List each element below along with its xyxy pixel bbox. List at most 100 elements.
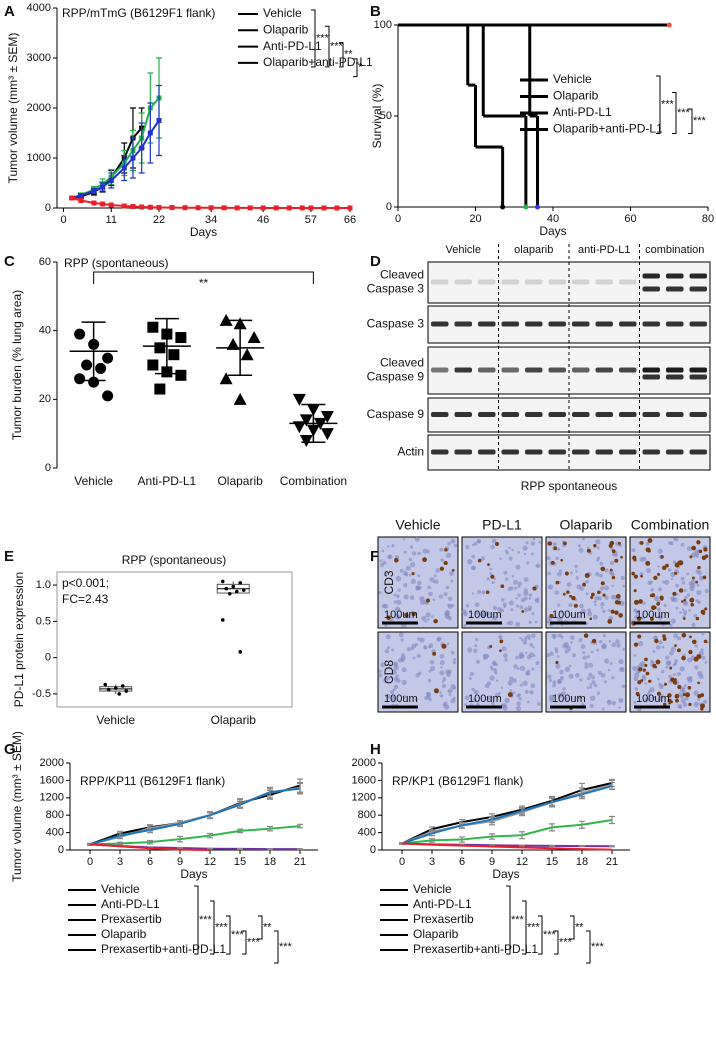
blot-band xyxy=(454,321,472,327)
point xyxy=(238,581,243,585)
nucleus xyxy=(508,556,513,561)
nucleus xyxy=(433,581,436,584)
nucleus xyxy=(568,664,572,668)
nucleus xyxy=(674,658,678,663)
nucleus xyxy=(689,585,695,592)
stained-cell xyxy=(634,599,640,605)
blot-band xyxy=(666,273,684,279)
stained-cell xyxy=(648,539,651,543)
stained-cell xyxy=(614,600,619,605)
nucleus xyxy=(428,697,432,702)
nucleus xyxy=(528,597,532,600)
nucleus xyxy=(393,684,399,690)
blot-band xyxy=(642,374,660,380)
scale-label: 100um xyxy=(468,693,502,705)
nucleus xyxy=(595,572,600,577)
stained-cell xyxy=(591,638,597,644)
stained-cell xyxy=(674,571,678,575)
stained-cell xyxy=(704,607,708,611)
nucleus xyxy=(431,615,434,618)
nucleus xyxy=(615,639,620,644)
stained-cell xyxy=(700,609,706,615)
nucleus xyxy=(530,541,536,546)
nucleus xyxy=(378,673,383,678)
nucleus xyxy=(517,551,521,554)
x-tick-label: Vehicle xyxy=(74,474,113,488)
nucleus xyxy=(658,640,663,645)
nucleus xyxy=(684,684,687,687)
x-tick-label: Combination xyxy=(280,474,347,488)
ihc-column-label: Vehicle xyxy=(395,517,440,533)
nucleus xyxy=(400,638,404,642)
x-tick-label: 46 xyxy=(257,214,269,226)
nucleus xyxy=(547,674,552,679)
significance-bracket xyxy=(554,930,559,955)
point xyxy=(139,145,145,151)
stained-cell xyxy=(682,693,686,697)
nucleus xyxy=(480,556,486,561)
y-axis-label: PD-L1 protein expression xyxy=(12,572,26,707)
nucleus xyxy=(644,682,647,685)
significance-label: *** xyxy=(330,41,344,53)
blot-band xyxy=(642,412,660,417)
nucleus xyxy=(614,552,618,557)
nucleus xyxy=(677,636,682,641)
nucleus xyxy=(422,548,428,554)
nucleus xyxy=(506,621,510,625)
nucleus xyxy=(508,682,511,686)
nucleus xyxy=(649,580,653,584)
nucleus xyxy=(453,658,457,661)
stained-cell xyxy=(610,609,615,614)
stained-cell xyxy=(636,616,642,622)
sd-bar xyxy=(228,319,253,377)
nucleus xyxy=(704,661,708,664)
significance-label: ** xyxy=(575,921,584,933)
nucleus xyxy=(481,590,486,595)
nucleus xyxy=(681,581,686,585)
nucleus xyxy=(580,608,586,615)
panel-label: E xyxy=(4,548,14,565)
nucleus xyxy=(473,698,477,703)
blot-band xyxy=(478,279,496,285)
nucleus xyxy=(657,565,660,568)
stained-cell xyxy=(689,597,695,603)
nucleus xyxy=(675,583,680,588)
nucleus xyxy=(564,666,571,672)
nucleus xyxy=(535,661,540,666)
nucleus xyxy=(379,559,383,562)
nucleus xyxy=(641,616,645,620)
nucleus xyxy=(549,697,554,703)
legend-label: Anti-PD-L1 xyxy=(263,39,322,53)
nucleus xyxy=(495,679,499,682)
nucleus xyxy=(501,598,505,602)
nucleus xyxy=(442,677,447,681)
point xyxy=(88,376,100,388)
stained-cell xyxy=(607,619,613,624)
nucleus xyxy=(522,545,528,551)
nucleus xyxy=(494,692,500,698)
stained-cell xyxy=(698,549,703,554)
blot-band xyxy=(572,367,590,373)
nucleus xyxy=(508,546,511,549)
stained-cell xyxy=(670,677,675,682)
nucleus xyxy=(487,695,493,700)
legend-label: Olaparib xyxy=(413,927,459,941)
nucleus xyxy=(666,661,672,666)
nucleus xyxy=(598,640,603,644)
nucleus xyxy=(536,597,540,601)
point xyxy=(95,362,107,374)
nucleus xyxy=(523,596,528,601)
nucleus xyxy=(582,650,586,655)
nucleus xyxy=(381,549,385,553)
blot-row-label: Caspase 9 xyxy=(367,370,425,384)
stained-cell xyxy=(688,649,693,655)
nucleus xyxy=(557,603,561,607)
nucleus xyxy=(633,654,637,657)
nucleus xyxy=(489,572,492,576)
nucleus xyxy=(386,694,391,699)
blot-band xyxy=(548,449,566,455)
y-tick-label: 2000 xyxy=(352,757,376,769)
stained-cell xyxy=(685,692,691,698)
nucleus xyxy=(671,599,675,602)
error-bar xyxy=(207,811,213,819)
